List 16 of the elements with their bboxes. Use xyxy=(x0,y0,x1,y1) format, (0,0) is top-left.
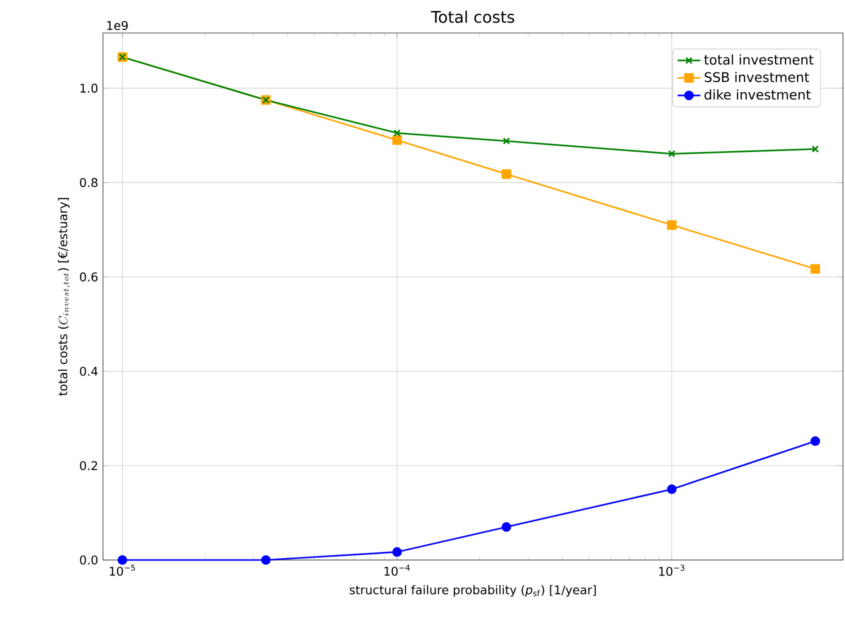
y-tick-label: 0.6 xyxy=(80,272,98,282)
legend-label: SSB investment xyxy=(704,72,810,82)
y-tick-label: 0.8 xyxy=(80,178,98,188)
x-axis-title: structural failure probability (p$_{sf}$) [1/year] xyxy=(350,585,596,597)
x-tick-label: 10$^{−3}$ xyxy=(659,564,684,576)
y-tick-label: 0.2 xyxy=(80,461,98,470)
legend-label: dike investment xyxy=(704,89,811,100)
y-tick-label: 0.4 xyxy=(80,366,98,376)
y-tick-label: 0.0 xyxy=(80,555,98,565)
x-tick-label: 10$^{−4}$ xyxy=(384,564,410,576)
chart-title: Total costs xyxy=(430,10,514,23)
legend-label: total investment xyxy=(704,54,814,65)
y-axis-title: $\mbox{total costs (}C_{invest,tot}\mbox{) [€/estuary]}$ xyxy=(58,198,70,396)
x-tick-label: 10$^{−5}$ xyxy=(110,564,135,576)
y-tick-label: 1.0 xyxy=(80,84,98,93)
text: 1e9 xyxy=(107,20,128,30)
